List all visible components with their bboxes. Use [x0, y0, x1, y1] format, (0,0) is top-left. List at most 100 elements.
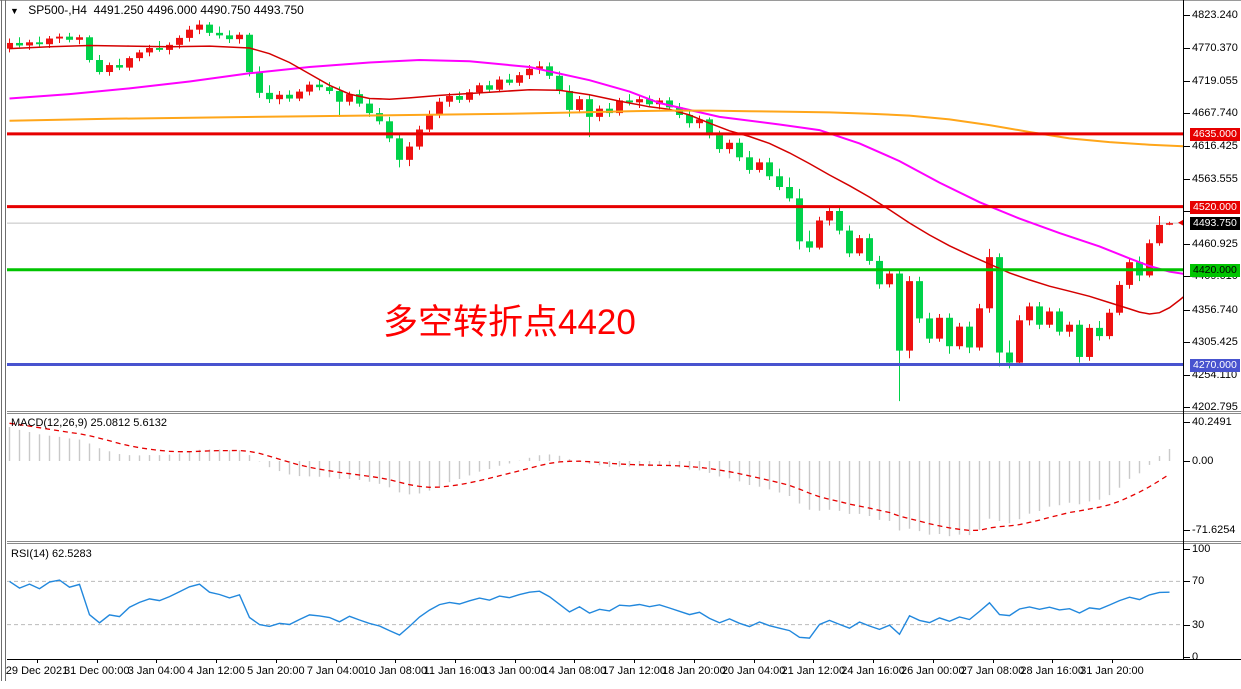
- rsi-tick-label: 30: [1192, 619, 1205, 631]
- window-left-splitter[interactable]: [5, 0, 6, 689]
- candle-body: [46, 38, 53, 45]
- candle-body: [886, 273, 893, 285]
- pane-separator-macd[interactable]: [7, 411, 1241, 414]
- price-tick-label: 4667.740: [1192, 107, 1238, 119]
- time-axis-tick: [932, 659, 934, 663]
- candle-body: [1146, 243, 1153, 276]
- time-axis-label: 11 Jan 16:00: [423, 665, 487, 677]
- price-tick-label: 4254.110: [1192, 369, 1238, 381]
- rsi-tick-label: 0: [1192, 651, 1199, 663]
- price-badge-4270[interactable]: 4270.000: [1190, 359, 1240, 372]
- axis-tick-dash: [1184, 549, 1190, 550]
- candle-body: [116, 65, 123, 68]
- candle-body: [236, 34, 243, 40]
- candle-body: [616, 100, 623, 114]
- price-tick-label: 4202.795: [1192, 401, 1238, 413]
- time-axis-tick: [693, 659, 695, 663]
- candle-body: [756, 162, 763, 170]
- candle-body: [1006, 352, 1013, 363]
- candle-body: [806, 241, 813, 248]
- time-axis-tick: [574, 659, 576, 663]
- time-axis-tick: [634, 659, 636, 663]
- candle-body: [846, 230, 853, 254]
- time-axis-tick: [1052, 659, 1054, 663]
- price-badge-4420[interactable]: 4420.000: [1190, 264, 1240, 277]
- macd-tick-label: 0.00: [1192, 455, 1214, 467]
- candle-body: [356, 94, 363, 104]
- candle-body: [876, 260, 883, 285]
- ma-magenta-line[interactable]: [9, 58, 1184, 275]
- candle-body: [916, 281, 923, 319]
- candle-body: [766, 162, 773, 177]
- window-top-edge: [0, 0, 1241, 1]
- candle-body: [36, 42, 43, 45]
- axis-tick-dash: [1184, 113, 1190, 114]
- candle-body: [466, 92, 473, 100]
- candle-body: [386, 121, 393, 139]
- time-axis-label: 29 Dec 2021: [5, 665, 69, 677]
- price-badge-4635[interactable]: 4635.000: [1190, 128, 1240, 141]
- candle-body: [716, 135, 723, 150]
- annotation-text[interactable]: 多空转折点4420: [383, 303, 636, 342]
- time-axis-label: 14 Jan 08:00: [542, 665, 607, 677]
- axis-tick-dash: [1184, 179, 1190, 180]
- axis-tick-dash: [1184, 244, 1190, 245]
- candle-body: [366, 103, 373, 114]
- time-axis-tick: [395, 659, 397, 663]
- axis-tick-dash: [1184, 146, 1190, 147]
- axis-tick-dash: [1184, 657, 1190, 658]
- main-chart-pane[interactable]: [7, 0, 1183, 411]
- candle-body: [1046, 311, 1053, 325]
- candle-body: [956, 326, 963, 347]
- candle-body: [966, 326, 973, 348]
- chart-title: ▼ SP500-,H4 4491.250 4496.000 4490.750 4…: [10, 3, 304, 17]
- candle-body: [276, 94, 283, 100]
- candle-body: [866, 238, 873, 261]
- collapse-chart-icon[interactable]: ▼: [10, 6, 19, 16]
- candle-body: [346, 94, 353, 102]
- candle-body: [776, 176, 783, 187]
- pane-separator-rsi[interactable]: [7, 541, 1241, 544]
- candle-body: [7, 42, 13, 49]
- candle-body: [936, 317, 943, 339]
- candle-body: [726, 142, 733, 150]
- candle-body: [446, 96, 453, 102]
- candle-body: [506, 79, 513, 83]
- macd-tick-label: -71.6254: [1192, 524, 1236, 536]
- candle-body: [786, 186, 793, 199]
- macd-tick-label: 40.2491: [1192, 416, 1232, 428]
- time-axis-label: 18 Jan 20:00: [662, 665, 726, 677]
- price-tick-label: 4563.555: [1192, 173, 1238, 185]
- time-axis-tick: [1111, 659, 1113, 663]
- time-axis-tick: [96, 659, 98, 663]
- candle-body: [1096, 327, 1103, 337]
- macd-values: 25.0812 5.6132: [90, 417, 167, 429]
- candle-body: [1166, 223, 1173, 225]
- price-arrow-icon: [1178, 219, 1183, 226]
- time-axis-tick: [455, 659, 457, 663]
- ma-red-line[interactable]: [9, 44, 1184, 315]
- candle-body: [1156, 224, 1163, 244]
- candle-body: [266, 92, 273, 100]
- candle-body: [126, 58, 133, 68]
- candle-body: [1016, 320, 1023, 363]
- candle-body: [706, 119, 713, 136]
- candle-body: [286, 94, 293, 99]
- macd-signal-line: [9, 422, 1170, 532]
- rsi-pane[interactable]: [7, 544, 1183, 659]
- time-axis-tick: [216, 659, 218, 663]
- price-tick-label: 4719.055: [1192, 75, 1238, 87]
- candle-body: [426, 114, 433, 130]
- window-left-edge: [1, 0, 2, 689]
- candle-body: [646, 99, 653, 105]
- time-axis-label: 24 Jan 16:00: [841, 665, 905, 677]
- candle-body: [246, 34, 253, 73]
- time-axis-label: 13 Jan 00:00: [482, 665, 547, 677]
- time-axis-label: 7 Jan 04:00: [306, 665, 365, 677]
- macd-pane[interactable]: [7, 414, 1183, 541]
- price-tick-label: 4616.425: [1192, 140, 1238, 152]
- price-tick-label: 4770.370: [1192, 42, 1238, 54]
- price-badge-4520[interactable]: 4520.000: [1190, 201, 1240, 214]
- candle-body: [226, 35, 233, 40]
- candle-body: [216, 32, 223, 36]
